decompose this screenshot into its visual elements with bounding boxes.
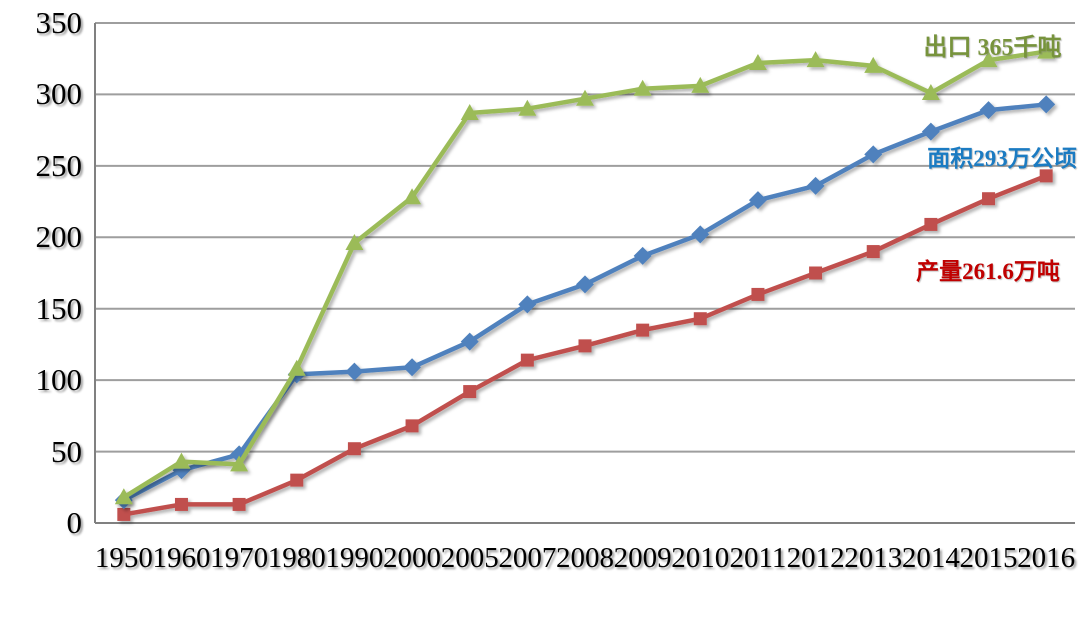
data-point-marker: [463, 385, 477, 399]
data-point-marker: [691, 76, 710, 93]
data-point-marker: [460, 332, 479, 351]
data-point-marker: [520, 353, 534, 367]
data-point-marker: [691, 225, 710, 244]
y-tick-label: 50: [51, 433, 82, 469]
data-point-marker: [405, 419, 419, 433]
data-point-marker: [578, 339, 592, 353]
data-point-marker: [1037, 42, 1056, 59]
data-point-marker: [924, 217, 938, 231]
data-point-marker: [347, 442, 361, 456]
data-point-marker: [117, 507, 131, 521]
data-point-marker: [748, 54, 767, 70]
x-tick-label: 2015: [959, 542, 1018, 574]
x-tick-label: 2011: [729, 542, 787, 574]
x-tick-label: 2013: [844, 542, 903, 574]
x-tick-label: 1990: [325, 542, 384, 574]
x-tick-label: 2007: [498, 542, 557, 574]
data-point-marker: [982, 192, 996, 206]
data-point-marker: [290, 473, 304, 487]
data-point-marker: [921, 84, 940, 100]
x-tick-label: 2010: [671, 542, 730, 574]
data-point-marker: [633, 246, 652, 265]
line-chart: [94, 22, 1075, 524]
plot-area: [94, 22, 1075, 524]
data-point-marker: [345, 362, 364, 381]
data-point-marker: [921, 122, 940, 141]
data-point-marker: [345, 234, 364, 250]
data-point-marker: [460, 104, 479, 120]
x-tick-label: 2005: [440, 542, 499, 574]
y-tick-label: 100: [35, 362, 83, 398]
export-series-label: 出口 365千吨: [923, 35, 1062, 61]
data-point-marker: [576, 89, 594, 106]
x-tick-label: 1980: [267, 542, 326, 574]
x-tick-label: 2016: [1017, 542, 1076, 574]
y-tick-label: 0: [66, 505, 83, 540]
series-出口: [114, 42, 1056, 505]
data-point-marker: [1039, 169, 1053, 183]
x-tick-label: 2012: [786, 542, 845, 574]
x-tick-label: 2008: [556, 542, 614, 574]
x-tick-label: 1950: [94, 542, 153, 574]
data-point-marker: [693, 312, 707, 326]
y-tick-label: 250: [35, 147, 83, 183]
data-point-marker: [751, 287, 765, 301]
y-tick-label: 300: [35, 76, 83, 112]
series-面积: [114, 95, 1056, 510]
x-tick-label: 2000: [383, 542, 442, 574]
x-tick-label: 1960: [152, 542, 211, 574]
gridlines: [94, 22, 1075, 524]
data-point-marker: [174, 497, 188, 511]
data-point-marker: [864, 145, 883, 164]
x-tick-label: 2014: [901, 542, 960, 574]
data-point-marker: [1037, 95, 1056, 114]
data-point-marker: [806, 176, 825, 195]
data-point-marker: [518, 99, 537, 116]
data-point-marker: [636, 323, 650, 337]
production-series-label: 产量261.6万吨: [916, 259, 1060, 284]
y-tick-label: 150: [35, 290, 83, 326]
y-tick-label: 200: [35, 219, 83, 255]
area-series-label: 面积293万公顷: [927, 146, 1077, 171]
data-point-marker: [232, 497, 246, 511]
data-point-marker: [403, 188, 422, 205]
data-point-marker: [576, 275, 594, 294]
data-point-marker: [287, 359, 306, 376]
data-point-marker: [748, 191, 767, 210]
data-point-marker: [230, 455, 249, 472]
data-point-marker: [172, 452, 191, 469]
data-point-marker: [633, 79, 652, 96]
data-point-marker: [809, 266, 823, 280]
data-point-marker: [518, 295, 537, 314]
data-point-marker: [114, 488, 133, 505]
data-point-marker: [403, 358, 422, 377]
data-series: [114, 42, 1056, 521]
x-tick-label: 1970: [210, 542, 269, 574]
series-产量: [117, 169, 1053, 521]
data-point-marker: [864, 56, 883, 73]
y-tick-label: 350: [35, 5, 83, 40]
data-point-marker: [806, 51, 825, 68]
data-point-marker: [979, 101, 998, 120]
data-point-marker: [979, 51, 998, 68]
x-tick-label: 2009: [613, 542, 672, 574]
data-point-marker: [866, 245, 880, 259]
